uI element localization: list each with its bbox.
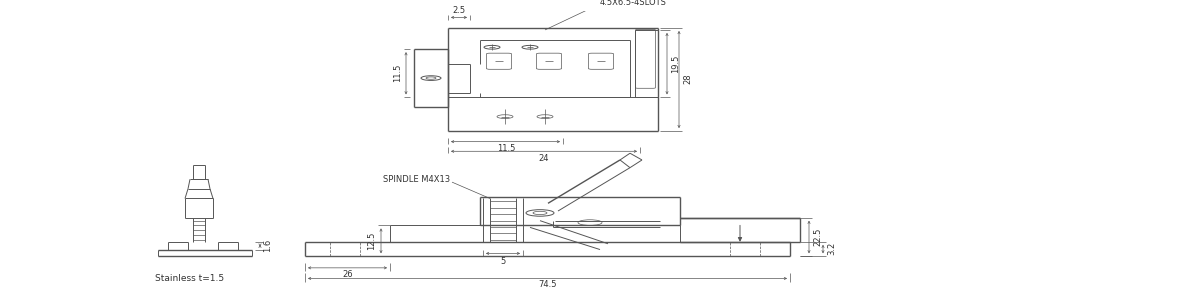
Text: 4.5X6.5-4SLOTS: 4.5X6.5-4SLOTS xyxy=(600,0,667,8)
Text: 11.5: 11.5 xyxy=(497,144,515,153)
Text: 74.5: 74.5 xyxy=(539,280,557,289)
Text: 1.6: 1.6 xyxy=(264,239,272,252)
Text: 2.5: 2.5 xyxy=(453,6,466,15)
Text: 5: 5 xyxy=(501,257,506,266)
Text: 19.5: 19.5 xyxy=(672,55,680,73)
Text: 24: 24 xyxy=(539,153,549,162)
Text: 26: 26 xyxy=(343,270,353,279)
Text: 22.5: 22.5 xyxy=(813,228,823,246)
Text: Stainless t=1.5: Stainless t=1.5 xyxy=(155,274,224,283)
Text: 12.5: 12.5 xyxy=(368,232,376,250)
Text: 3.2: 3.2 xyxy=(828,242,836,255)
Text: SPINDLE M4X13: SPINDLE M4X13 xyxy=(383,175,450,184)
Text: 11.5: 11.5 xyxy=(393,64,403,82)
Text: 28: 28 xyxy=(684,74,692,84)
